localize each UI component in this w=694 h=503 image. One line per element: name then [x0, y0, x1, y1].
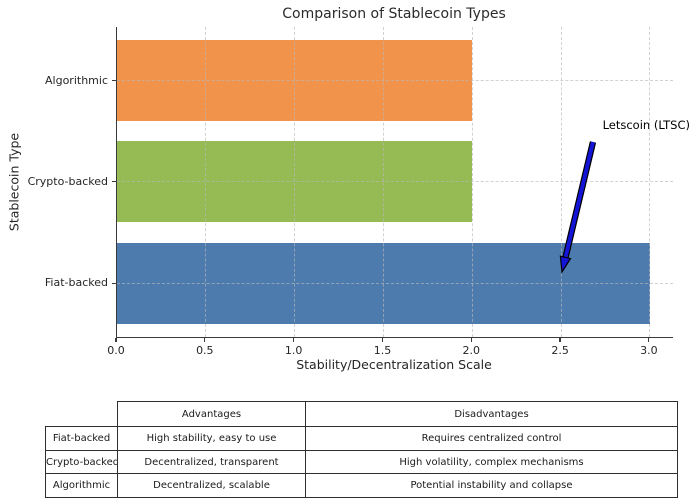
col-header-advantages: Advantages — [117, 401, 306, 427]
x-tick-mark — [648, 338, 650, 342]
disadvantages-cell: Potential instability and collapse — [305, 473, 678, 499]
advantages-cell: High stability, easy to use — [117, 426, 306, 451]
table-row: Fiat-backed High stability, easy to use … — [45, 426, 678, 451]
x-axis-label: Stability/Decentralization Scale — [296, 357, 492, 372]
x-tick-mark — [381, 338, 384, 342]
xtick-label: 1.0 — [284, 344, 303, 357]
xtick-label: 0.5 — [196, 344, 214, 357]
xtick-label: 0.0 — [107, 344, 125, 357]
x-tick-mark — [470, 338, 472, 342]
ytick-label: Crypto-backed — [27, 174, 108, 188]
y-tick-mark — [112, 79, 116, 82]
chart-title: Comparison of Stablecoin Types — [282, 6, 506, 22]
annotation-label: Letscoin (LTSC) — [602, 118, 690, 132]
y-tick-mark — [112, 181, 116, 183]
advantages-cell: Decentralized, transparent — [117, 449, 306, 475]
ytick-label: Algorithmic — [45, 73, 108, 87]
x-tick-mark — [293, 338, 295, 342]
row-label: Crypto-backed — [45, 449, 118, 475]
table-corner-cell — [46, 402, 118, 427]
disadvantages-cell: Requires centralized control — [305, 426, 678, 451]
y-tick-mark — [112, 282, 116, 284]
xtick-label: 2.0 — [462, 344, 481, 357]
row-label: Fiat-backed — [45, 426, 118, 451]
gridline-horizontal — [117, 80, 673, 81]
x-tick-mark — [115, 338, 117, 342]
xtick-label: 1.5 — [373, 344, 392, 357]
table-row: Algorithmic Decentralized, scalable Pote… — [45, 473, 678, 499]
comparison-table: Advantages Disadvantages Fiat-backed Hig… — [45, 401, 678, 499]
plot-area — [116, 27, 673, 338]
advantages-cell: Decentralized, scalable — [117, 473, 306, 499]
col-header-disadvantages: Disadvantages — [305, 401, 678, 427]
gridline-horizontal — [117, 181, 673, 183]
table-row: Crypto-backed Decentralized, transparent… — [45, 449, 678, 475]
x-tick-mark — [204, 338, 206, 342]
stablecoin-bar-chart: Comparison of Stablecoin Types Stablecoi… — [7, 6, 691, 372]
table-header-row: Advantages Disadvantages — [46, 401, 678, 427]
x-tick-mark — [559, 338, 561, 342]
xtick-label: 3.0 — [640, 344, 658, 357]
disadvantages-cell: High volatility, complex mechanisms — [305, 449, 678, 475]
ytick-label: Fiat-backed — [44, 276, 108, 290]
xtick-label: 2.5 — [551, 344, 569, 357]
gridline-horizontal — [117, 282, 673, 284]
row-label: Algorithmic — [45, 473, 118, 499]
